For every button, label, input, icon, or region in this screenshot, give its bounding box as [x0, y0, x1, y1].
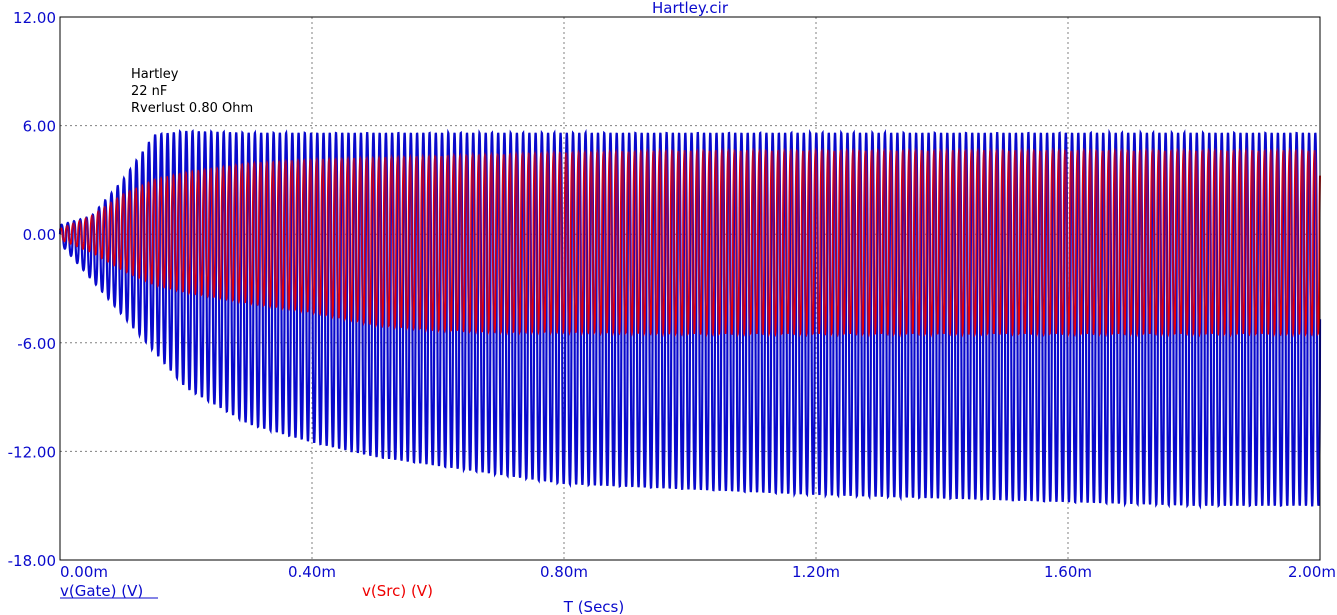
y-tick-label: 6.00 [23, 118, 56, 136]
y-tick-label: -18.00 [8, 552, 56, 570]
x-axis-label: T (Secs) [563, 598, 624, 615]
y-tick-label: -12.00 [8, 443, 56, 461]
plot-frame [59, 16, 1321, 561]
annotation-line: Rverlust 0.80 Ohm [131, 101, 253, 116]
x-tick-label: 0.00m [60, 563, 108, 581]
annotation-line: 22 nF [131, 84, 167, 99]
annotation-block: Hartley 22 nF Rverlust 0.80 Ohm [131, 67, 253, 116]
x-tick-label: 1.20m [792, 563, 840, 581]
y-tick-labels: 12.00 6.00 0.00 -6.00 -12.00 -18.00 [8, 9, 56, 570]
legend: v(Gate) (V) v(Src) (V) [60, 582, 433, 600]
x-tick-label: 0.40m [288, 563, 336, 581]
y-tick-label: 0.00 [23, 226, 56, 244]
x-tick-label: 0.80m [540, 563, 588, 581]
annotation-line: Hartley [131, 67, 179, 82]
y-tick-label: 12.00 [13, 9, 56, 27]
x-tick-label: 1.60m [1044, 563, 1092, 581]
x-tick-labels: 0.00m 0.40m 0.80m 1.20m 1.60m 2.00m [60, 563, 1336, 581]
x-tick-label: 2.00m [1288, 563, 1336, 581]
data-traces [58, 128, 1322, 510]
legend-item-src: v(Src) (V) [362, 582, 433, 600]
legend-item-gate: v(Gate) (V) [60, 582, 143, 600]
series-line-gate-overlay [59, 130, 1321, 508]
y-tick-label: -6.00 [17, 335, 56, 353]
chart-title: Hartley.cir [652, 0, 729, 17]
